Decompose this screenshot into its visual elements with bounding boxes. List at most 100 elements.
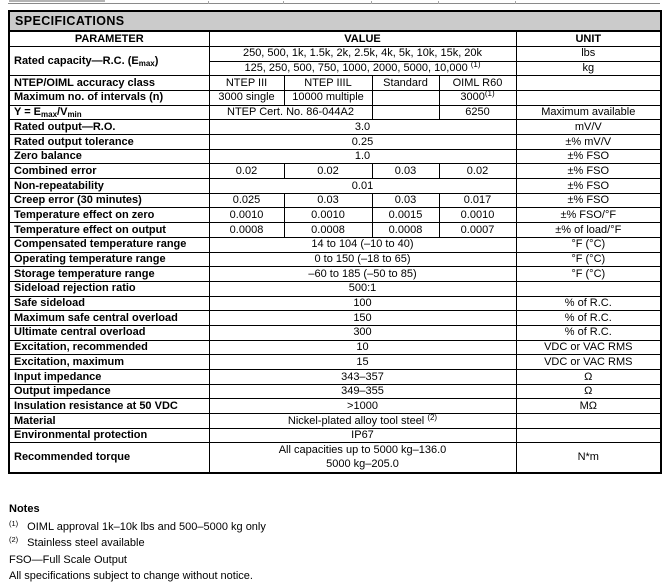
- table-title-row: SPECIFICATIONS: [8, 10, 662, 33]
- value-cell: 100: [208, 295, 517, 312]
- parameter-cell: Insulation resistance at 50 VDC: [8, 398, 210, 415]
- parameter-cell: Maximum no. of intervals (n): [8, 89, 210, 106]
- cutoff-tick: [208, 1, 209, 4]
- note-text: OIML approval 1k–10k lbs and 500–5000 kg…: [27, 520, 266, 533]
- value-cell: 343–357: [208, 369, 517, 385]
- value-cell: 0.0015: [371, 207, 440, 224]
- value-cell: 0.02: [208, 163, 285, 180]
- parameter-cell: Material: [8, 413, 210, 429]
- value-cell: 10000 multiple: [283, 89, 373, 106]
- value-cell: 0.25: [208, 134, 517, 150]
- specifications-title: SPECIFICATIONS: [8, 10, 662, 33]
- cutoff-content-smudge: [9, 0, 105, 2]
- note-line: FSO—Full Scale Output: [9, 554, 659, 566]
- unit-cell: ±% mV/V: [515, 134, 662, 150]
- table-row: Environmental protection IP67: [8, 427, 662, 444]
- value-cell: >1000: [208, 398, 517, 415]
- unit-cell: ±% FSO: [515, 192, 662, 209]
- value-cell: OIML R60: [438, 75, 517, 91]
- parameter-cell: Non-repeatability: [8, 178, 210, 194]
- table-row: Safe sideload 100% of R.C.: [8, 295, 662, 312]
- unit-cell: mV/V: [515, 119, 662, 135]
- column-header-parameter: PARAMETER: [8, 30, 210, 47]
- parameter-cell: Rated capacity—R.C. (Emax): [8, 45, 210, 77]
- cutoff-table-bottom-rule: [8, 3, 660, 4]
- parameter-cell: Rated output—R.O.: [8, 119, 210, 135]
- value-cell: 3.0: [208, 119, 517, 135]
- value-cell: 3000 single: [208, 89, 285, 106]
- table-row: Recommended torque All capacities up to 5…: [8, 442, 662, 474]
- cutoff-tick: [283, 1, 284, 4]
- unit-cell: Ω: [515, 369, 662, 385]
- unit-cell: ±% FSO: [515, 178, 662, 194]
- note-text: All specifications subject to change wit…: [9, 570, 253, 583]
- parameter-cell: Creep error (30 minutes): [8, 192, 210, 209]
- specifications-table: SPECIFICATIONS PARAMETER VALUE UNIT Rate…: [8, 10, 663, 474]
- value-cell: 300: [208, 324, 517, 341]
- value-cell: [371, 89, 440, 106]
- column-header-unit: UNIT: [515, 30, 662, 47]
- unit-cell: ±% FSO/°F: [515, 207, 662, 224]
- parameter-cell: Zero balance: [8, 148, 210, 165]
- unit-cell: [515, 427, 662, 444]
- table-row: Operating temperature range 0 to 150 (–18…: [8, 251, 662, 268]
- unit-cell: MΩ: [515, 398, 662, 415]
- table-row: Excitation, recommended 10 VDC or VAC RMS: [8, 339, 662, 356]
- value-cell: All capacities up to 5000 kg–136.0 5000 k…: [208, 442, 517, 474]
- table-row: Creep error (30 minutes) 0.025 0.03 0.03 0.0…: [8, 192, 662, 209]
- table-row: Temperature effect on output 0.0008 0.0008…: [8, 222, 662, 238]
- parameter-cell: Output impedance: [8, 383, 210, 400]
- value-cell: 0.03: [371, 163, 440, 180]
- value-cell: 349–355: [208, 383, 517, 400]
- value-cell: 6250: [438, 104, 517, 121]
- table-row: Excitation, maximum 15 VDC or VAC RMS: [8, 354, 662, 370]
- value-cell: 500:1: [208, 280, 517, 297]
- table-row: Insulation resistance at 50 VDC >1000 MΩ: [8, 398, 662, 415]
- value-cell: 0 to 150 (–18 to 65): [208, 251, 517, 268]
- unit-cell: °F (°C): [515, 266, 662, 282]
- unit-cell: lbs: [515, 45, 662, 62]
- table-row: Non-repeatability 0.01 ±% FSO: [8, 178, 662, 194]
- value-cell: 0.0010: [208, 207, 285, 224]
- table-row: Sideload rejection ratio 500:1: [8, 280, 662, 297]
- parameter-cell: Recommended torque: [8, 442, 210, 474]
- parameter-cell: Combined error: [8, 163, 210, 180]
- note-text: Stainless steel available: [27, 537, 145, 550]
- column-header-row: PARAMETER VALUE UNIT: [8, 30, 662, 47]
- parameter-cell: Storage temperature range: [8, 266, 210, 282]
- value-cell: 0.0008: [283, 222, 373, 238]
- value-cell: 0.01: [208, 178, 517, 194]
- value-cell: 0.0010: [283, 207, 373, 224]
- parameter-cell: NTEP/OIML accuracy class: [8, 75, 210, 91]
- unit-cell: % of R.C.: [515, 324, 662, 341]
- value-cell: 0.0007: [438, 222, 517, 238]
- parameter-cell: Sideload rejection ratio: [8, 280, 210, 297]
- unit-cell: N*m: [515, 442, 662, 474]
- table-row: Output impedance 349–355 Ω: [8, 383, 662, 400]
- parameter-cell: Safe sideload: [8, 295, 210, 312]
- cutoff-tick: [438, 1, 439, 4]
- note-text: FSO—Full Scale Output: [9, 553, 127, 566]
- value-cell: 125, 250, 500, 750, 1000, 2000, 5000, 10…: [208, 60, 517, 77]
- unit-cell: °F (°C): [515, 251, 662, 268]
- table-row: Compensated temperature range 14 to 104 (…: [8, 236, 662, 253]
- unit-cell: [515, 75, 662, 91]
- value-cell: IP67: [208, 427, 517, 444]
- note-line: All specifications subject to change wit…: [9, 570, 659, 582]
- unit-cell: ±% of load/°F: [515, 222, 662, 238]
- value-cell: –60 to 185 (–50 to 85): [208, 266, 517, 282]
- parameter-cell: Operating temperature range: [8, 251, 210, 268]
- value-cell: 0.017: [438, 192, 517, 209]
- table-row: Ultimate central overload 300% of R.C.: [8, 324, 662, 341]
- value-cell: 0.02: [438, 163, 517, 180]
- value-cell: Nickel-plated alloy tool steel (2): [208, 413, 517, 429]
- cutoff-tick: [515, 1, 516, 4]
- unit-cell: Ω: [515, 383, 662, 400]
- unit-cell: Maximum available: [515, 104, 662, 121]
- note-line: (1) OIML approval 1k–10k lbs and 500–5000…: [9, 519, 659, 533]
- parameter-cell: Y = Emax/Vmin: [8, 104, 210, 121]
- unit-cell: [515, 89, 662, 106]
- value-cell: [371, 104, 440, 121]
- parameter-cell: Maximum safe central overload: [8, 310, 210, 326]
- table-row: 125, 250, 500, 750, 1000, 2000, 5000, 10…: [9, 60, 662, 77]
